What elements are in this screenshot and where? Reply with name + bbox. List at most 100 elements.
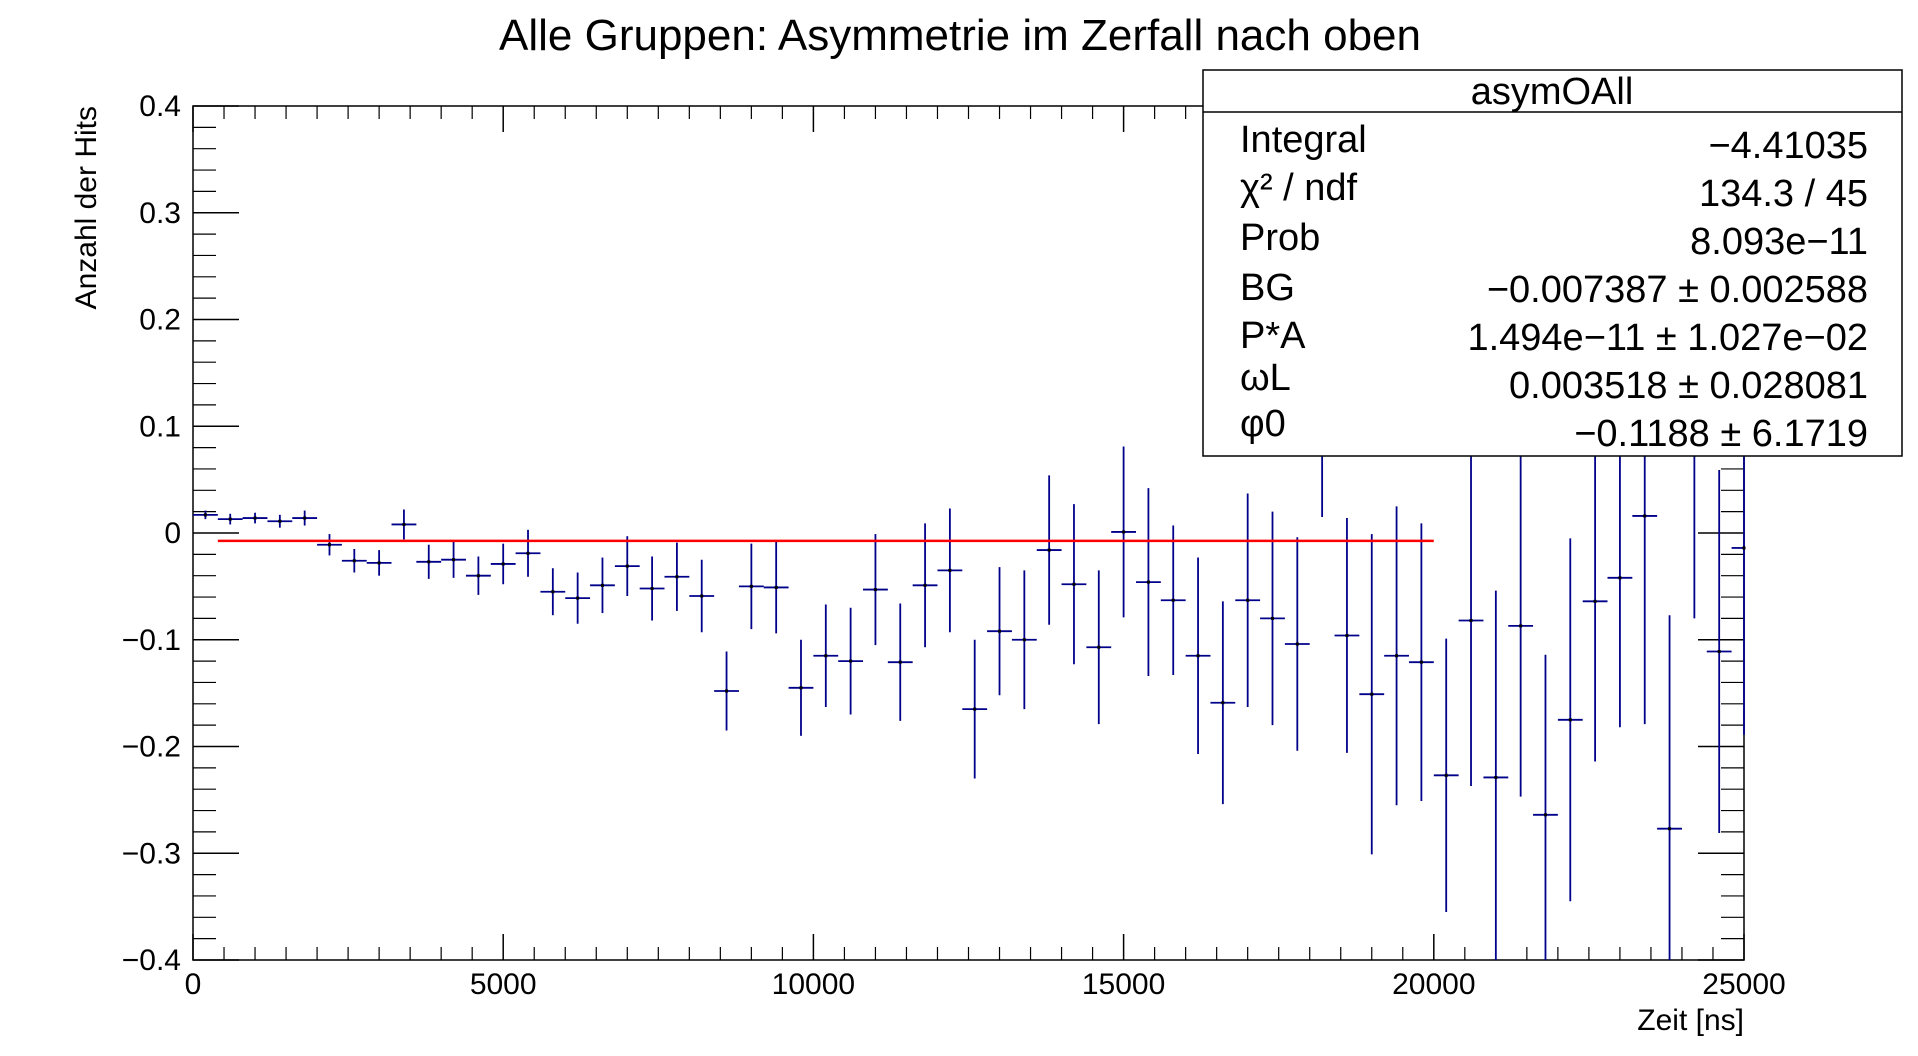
stat-label-bg: BG	[1240, 267, 1295, 309]
data-point	[193, 510, 218, 520]
data-marker	[1618, 576, 1622, 580]
data-marker	[948, 568, 952, 572]
y-tick-label: 0.1	[139, 410, 181, 443]
data-marker	[452, 558, 456, 562]
data-point	[540, 568, 566, 616]
data-marker	[526, 551, 530, 555]
data-marker	[1246, 598, 1250, 602]
data-point	[242, 512, 268, 524]
axis-tick-labels: −0.4 −0.3 −0.2 −0.1 0 0.1 0.2 0.3 0.4 0 5000 10000 1…	[122, 90, 1786, 1001]
data-marker	[1146, 580, 1150, 584]
data-point	[738, 543, 764, 630]
data-marker	[1370, 692, 1374, 696]
y-axis-label: Anzahl der Hits	[70, 106, 103, 309]
data-marker	[849, 659, 853, 663]
data-marker	[1643, 514, 1647, 518]
y-tick-label: 0.2	[139, 304, 181, 337]
data-marker	[1295, 642, 1299, 646]
data-point	[292, 510, 318, 526]
data-point	[1185, 557, 1211, 754]
x-tick-label: 25000	[1702, 968, 1785, 1001]
data-point	[1408, 523, 1434, 801]
data-marker	[1668, 827, 1672, 831]
data-marker	[1022, 638, 1026, 642]
data-point	[267, 514, 293, 528]
stat-label-chi2: χ² / ndf	[1240, 167, 1358, 209]
stats-box: asymOAll Integral −4.41035 χ² / ndf 134.…	[1202, 69, 1903, 457]
data-point	[1607, 428, 1633, 728]
data-point	[1260, 511, 1285, 726]
data-marker	[1171, 598, 1175, 602]
data-point	[987, 567, 1012, 696]
y-tick-label: −0.2	[122, 731, 181, 764]
data-point	[1061, 504, 1087, 665]
data-point	[887, 603, 913, 721]
stat-value-prob: 8.093e−11	[1690, 221, 1868, 263]
data-marker	[1742, 546, 1746, 550]
stat-value-omega: 0.003518 ± 0.028081	[1509, 365, 1868, 407]
data-point	[590, 557, 615, 614]
data-marker	[923, 583, 927, 587]
data-marker	[427, 560, 431, 564]
data-point	[1533, 654, 1558, 960]
stat-label-prob: Prob	[1240, 217, 1320, 259]
data-point	[217, 513, 243, 525]
data-marker	[1444, 773, 1448, 777]
data-point	[317, 534, 342, 556]
data-marker	[327, 543, 331, 547]
y-tick-label: −0.1	[122, 624, 181, 657]
data-marker	[898, 660, 902, 664]
data-marker	[1494, 775, 1498, 779]
data-point	[1433, 638, 1459, 912]
data-point	[838, 607, 864, 715]
data-point	[1136, 488, 1161, 677]
x-tick-label: 5000	[470, 968, 537, 1001]
data-marker	[1047, 548, 1051, 552]
stats-box-frame	[1202, 69, 1903, 457]
data-point	[788, 639, 814, 736]
data-point	[366, 550, 392, 576]
data-marker	[973, 707, 977, 711]
data-point	[515, 529, 541, 577]
x-tick-label: 15000	[1082, 968, 1165, 1001]
data-point	[1284, 537, 1310, 751]
data-point	[1557, 538, 1583, 902]
y-tick-label: 0.4	[139, 90, 181, 123]
data-point	[1210, 601, 1236, 805]
data-marker	[1543, 813, 1547, 817]
data-point	[664, 542, 690, 611]
data-marker	[1593, 599, 1597, 603]
data-point	[1011, 570, 1037, 710]
data-marker	[650, 587, 654, 591]
stat-label-phi: φ0	[1240, 403, 1286, 445]
data-point	[813, 604, 839, 708]
data-point	[1657, 615, 1682, 960]
data-point	[1508, 455, 1534, 797]
data-point	[1483, 590, 1509, 960]
data-point	[1458, 455, 1484, 786]
stat-value-integral: −4.41035	[1708, 125, 1868, 167]
data-marker	[1395, 654, 1399, 658]
data-point	[341, 549, 367, 573]
data-point	[1111, 446, 1137, 618]
data-marker	[774, 585, 778, 589]
data-marker	[725, 689, 729, 693]
x-tick-label: 0	[185, 968, 202, 1001]
data-marker	[402, 522, 406, 526]
data-point	[465, 556, 491, 595]
data-marker	[253, 516, 257, 520]
data-marker	[1568, 718, 1572, 722]
data-marker	[675, 575, 679, 579]
data-point	[565, 572, 591, 624]
data-marker	[1097, 645, 1101, 649]
data-point	[614, 536, 640, 596]
stats-box-name: asymOAll	[1471, 71, 1634, 113]
data-marker	[551, 590, 555, 594]
data-point	[1036, 475, 1062, 625]
data-marker	[352, 559, 356, 563]
data-point	[1706, 470, 1732, 833]
data-marker	[824, 654, 828, 658]
data-marker	[1122, 530, 1126, 534]
x-tick-label: 10000	[772, 968, 855, 1001]
